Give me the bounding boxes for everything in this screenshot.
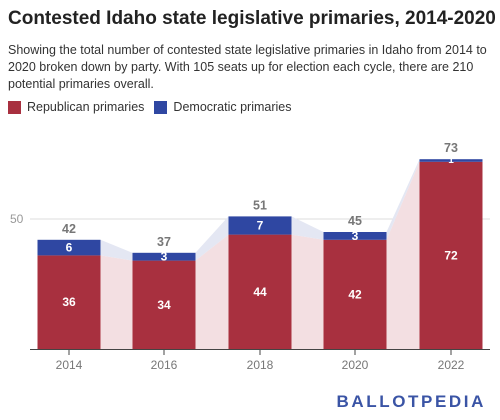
data-label-democratic: 7 <box>257 219 264 233</box>
chart-subtitle: Showing the total number of contested st… <box>8 43 487 91</box>
data-label-republican: 42 <box>348 287 362 301</box>
data-label-total: 45 <box>348 214 362 228</box>
ballotpedia-logo: BALLOTPEDIA <box>336 392 486 411</box>
x-tick-label: 2014 <box>56 358 83 372</box>
bar-republican <box>323 239 387 349</box>
legend-label-republican: Republican primaries <box>27 100 145 114</box>
y-tick-label: 50 <box>10 212 24 226</box>
legend-item-democratic: Democratic primaries <box>154 100 292 114</box>
legend-swatch-republican <box>8 100 21 114</box>
legend-swatch-democratic <box>154 100 168 114</box>
data-label-democratic: 3 <box>161 250 168 264</box>
area-republican <box>195 234 229 349</box>
bar-republican <box>228 234 292 349</box>
x-tick-label: 2020 <box>342 358 369 372</box>
area-republican <box>386 161 420 349</box>
data-label-democratic: 1 <box>448 155 454 166</box>
x-tick-label: 2018 <box>247 358 274 372</box>
data-label-republican: 44 <box>253 285 267 299</box>
area-republican <box>100 255 133 349</box>
bar-republican <box>37 255 101 349</box>
data-label-total: 42 <box>62 222 76 236</box>
bar-republican <box>419 161 483 349</box>
bar-democratic <box>419 159 483 162</box>
bar-democratic <box>228 216 292 235</box>
data-label-total: 37 <box>157 235 171 249</box>
x-tick-label: 2016 <box>151 358 178 372</box>
legend-label-democratic: Democratic primaries <box>173 100 292 114</box>
data-label-total: 73 <box>444 141 458 155</box>
legend-item-republican: Republican primaries <box>8 100 144 114</box>
area-democratic <box>291 216 324 240</box>
area-democratic <box>100 239 133 261</box>
area-democratic <box>195 216 229 261</box>
data-label-republican: 34 <box>157 298 171 312</box>
bar-democratic <box>37 239 101 256</box>
x-tick-label: 2022 <box>438 358 465 372</box>
chart-title: Contested Idaho state legislative primar… <box>8 8 496 29</box>
bar-democratic <box>132 252 196 261</box>
data-label-democratic: 6 <box>66 241 73 255</box>
data-label-republican: 36 <box>62 295 76 309</box>
bar-republican <box>132 260 196 349</box>
data-label-total: 51 <box>253 198 267 212</box>
area-republican <box>291 234 324 349</box>
bar-democratic <box>323 232 387 240</box>
legend: Republican primaries Democratic primarie… <box>8 100 292 114</box>
data-label-democratic: 3 <box>352 229 359 243</box>
data-label-republican: 72 <box>444 248 458 262</box>
area-democratic <box>386 159 420 240</box>
